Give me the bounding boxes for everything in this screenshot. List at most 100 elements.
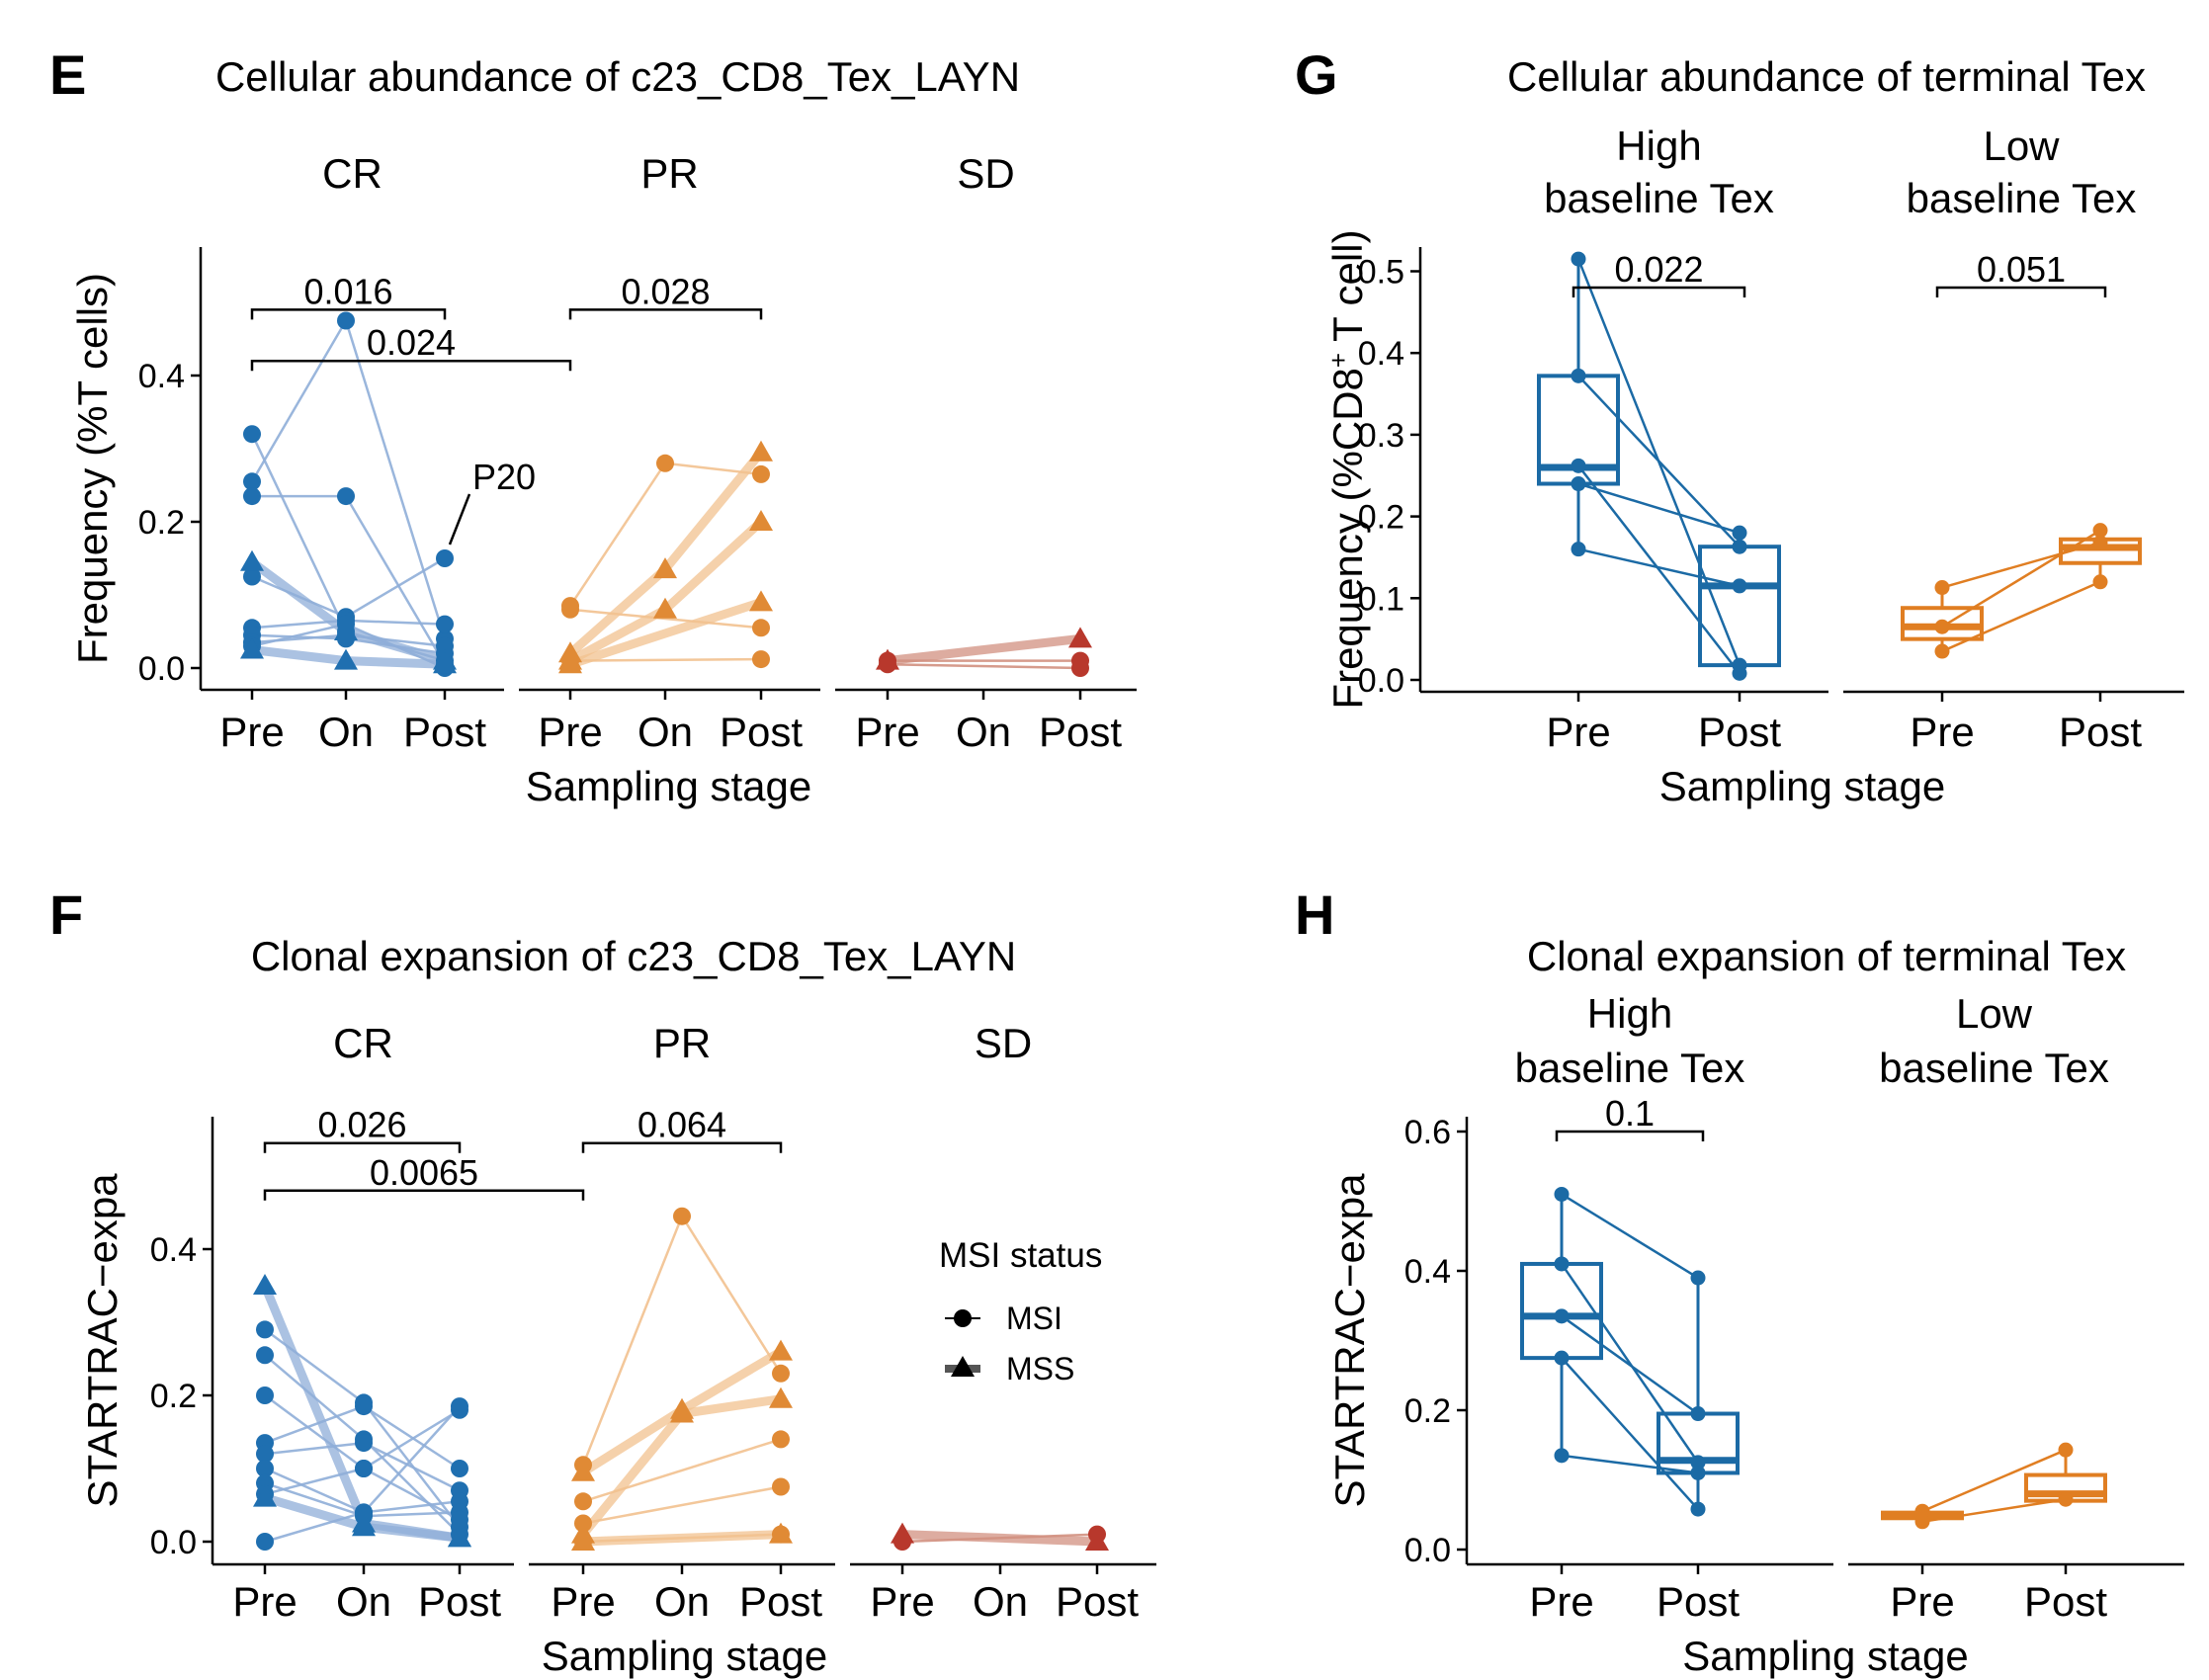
data-point-mss xyxy=(891,1522,914,1544)
p-value-label: 0.0065 xyxy=(370,1152,478,1193)
legend: MSI status MSI MSS xyxy=(939,1236,1102,1386)
p-value-label: 0.026 xyxy=(317,1105,406,1145)
y-tick-label: 0.1 xyxy=(1358,580,1404,618)
x-tick-label: Post xyxy=(418,1578,501,1625)
data-point-mss xyxy=(1068,627,1092,648)
y-tick-label: 0.0 xyxy=(1358,662,1404,700)
data-point-mss xyxy=(334,620,358,640)
x-tick-label: Post xyxy=(739,1578,822,1625)
data-point-pre xyxy=(1571,251,1586,267)
legend-msi-marker xyxy=(954,1309,972,1327)
patient-trajectory-line xyxy=(250,319,447,639)
facet-strip-label: PR xyxy=(653,1020,711,1066)
x-tick-label: Pre xyxy=(551,1578,615,1625)
data-point-msi xyxy=(256,1320,274,1339)
data-point-pre xyxy=(1554,1448,1570,1464)
facet-strip-label: PR xyxy=(640,150,698,197)
y-axis-title: STARTRAC−expa xyxy=(79,1173,126,1508)
data-point-msi xyxy=(337,487,355,506)
data-point-post xyxy=(2092,574,2108,590)
legend-mss-marker xyxy=(951,1356,975,1377)
significance-bracket xyxy=(568,308,763,320)
data-point-mss xyxy=(571,1530,595,1551)
x-tick-label: Pre xyxy=(1910,709,1974,755)
significance-bracket xyxy=(581,1141,783,1153)
x-tick-label: Pre xyxy=(1890,1578,1954,1625)
data-point-pre xyxy=(1914,1514,1930,1530)
patient-trajectory-line xyxy=(567,518,765,665)
data-point-mss xyxy=(769,1339,793,1361)
data-point-msi xyxy=(574,1492,592,1511)
data-point-mss xyxy=(334,648,358,670)
x-tick-label: Post xyxy=(2024,1578,2107,1625)
data-point-post xyxy=(1732,665,1747,681)
y-tick-label: 0.2 xyxy=(150,1378,197,1415)
y-axis-title-superscript: + xyxy=(1323,353,1353,368)
significance-bracket xyxy=(250,359,572,372)
data-point-mss xyxy=(1085,1530,1109,1551)
data-point-mss xyxy=(653,597,677,619)
data-point-pre xyxy=(1571,458,1586,473)
p-value-label: 0.016 xyxy=(303,271,392,311)
data-point-msi xyxy=(243,425,261,444)
y-tick-label: 0.4 xyxy=(1358,335,1404,373)
data-point-mss xyxy=(571,1460,595,1481)
data-point-mss xyxy=(253,1274,277,1295)
patient-trajectory-line xyxy=(569,608,762,630)
data-point-msi xyxy=(436,636,454,655)
data-point-pre xyxy=(1914,1503,1930,1519)
paired-sample-line xyxy=(1561,1357,1699,1510)
data-point-post xyxy=(1690,1501,1706,1517)
y-tick-label: 0.4 xyxy=(1404,1253,1451,1291)
paired-sample-line xyxy=(1577,547,1741,588)
box-iqr xyxy=(1698,545,1781,668)
x-tick-label: Pre xyxy=(232,1578,297,1625)
facet-strip-label: CR xyxy=(322,150,382,197)
panel-letter-f: F xyxy=(49,883,83,946)
y-axis-title: STARTRAC−expa xyxy=(1326,1173,1373,1508)
panel-letter-g: G xyxy=(1295,43,1338,106)
facet-strip-label: CR xyxy=(333,1020,393,1066)
x-tick-label: Post xyxy=(403,709,486,755)
data-point-mss xyxy=(558,652,582,674)
y-tick-label: 0.4 xyxy=(150,1231,197,1269)
y-tick-label: 0.6 xyxy=(1404,1114,1451,1151)
significance-bracket xyxy=(263,1189,585,1201)
facet-strip-label-line2: baseline Tex xyxy=(1907,175,2137,221)
x-tick-label: Post xyxy=(1039,709,1122,755)
paired-sample-line xyxy=(1577,482,1741,535)
x-tick-label: Post xyxy=(720,709,803,755)
patient-trajectory-line xyxy=(568,598,763,669)
x-tick-label: Post xyxy=(2059,709,2142,755)
x-tick-label: Post xyxy=(1698,709,1781,755)
p-value-label: 0.028 xyxy=(621,271,710,311)
facet-strip-label-line2: baseline Tex xyxy=(1515,1045,1745,1091)
legend-mss-label: MSS xyxy=(1006,1351,1074,1386)
patient-trajectory-line xyxy=(887,633,1081,666)
data-point-post xyxy=(1690,1406,1706,1422)
significance-bracket xyxy=(1572,286,1746,298)
data-point-msi xyxy=(436,549,454,567)
data-point-pre xyxy=(1934,643,1950,659)
paired-sample-line xyxy=(1577,464,1741,675)
x-tick-label: On xyxy=(336,1578,391,1625)
data-point-mss xyxy=(749,440,773,462)
data-point-msi xyxy=(355,1434,373,1453)
data-point-mss xyxy=(769,1386,793,1408)
paired-sample-line xyxy=(1921,1449,2067,1513)
data-point-msi xyxy=(256,1460,274,1477)
data-point-post xyxy=(1732,578,1747,594)
x-tick-label: Pre xyxy=(219,709,284,755)
y-tick-label: 0.2 xyxy=(1404,1392,1451,1430)
x-tick-label: On xyxy=(318,709,374,755)
paired-sample-line xyxy=(1577,375,1741,548)
data-point-msi xyxy=(451,1510,468,1529)
facet-strip-label-line2: baseline Tex xyxy=(1544,175,1774,221)
data-point-msi xyxy=(243,487,261,506)
p-value-label: 0.051 xyxy=(1977,249,2066,290)
y-tick-label: 0.2 xyxy=(1358,499,1404,537)
facet-strip-label: SD xyxy=(957,150,1014,197)
annotation-label: P20 xyxy=(472,457,536,497)
facet-strip-label: High xyxy=(1587,990,1672,1037)
